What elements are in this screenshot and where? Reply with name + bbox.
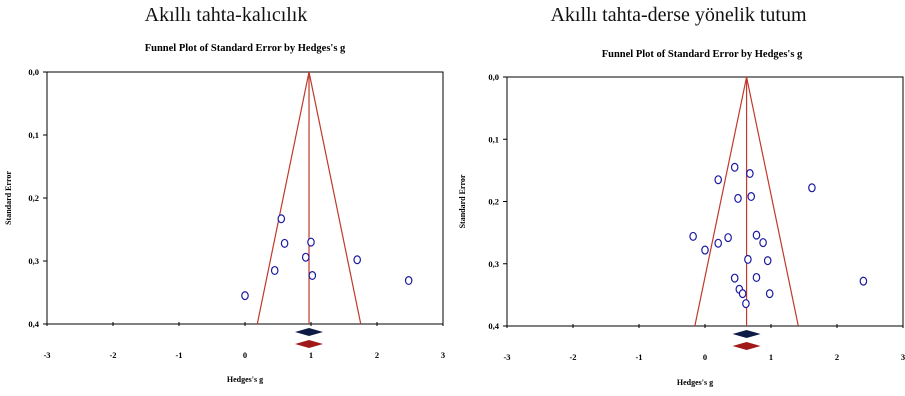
funnel-plot-chart-left: Funnel Plot of Standard Error by Hedges'…	[4, 43, 445, 384]
y-tick-label: 0,1	[488, 134, 499, 144]
imputed-summary-diamond	[732, 342, 761, 350]
x-tick-label: -3	[43, 350, 50, 360]
study-point	[763, 256, 772, 266]
x-tick-label: 0	[703, 352, 707, 362]
y-tick-label: 0,4	[28, 319, 39, 329]
y-axis-label: Standard Error	[458, 174, 467, 228]
study-point	[270, 265, 279, 275]
study-point	[752, 272, 761, 282]
study-point	[714, 175, 723, 185]
observed-summary-diamond	[732, 330, 761, 338]
observed-summary-diamond	[295, 328, 324, 336]
y-tick-label: 0,2	[488, 197, 499, 207]
x-axis-label: Hedges's g	[227, 375, 263, 384]
study-point	[308, 270, 317, 280]
study-point	[353, 255, 362, 265]
study-point	[759, 238, 767, 248]
study-point	[734, 193, 742, 203]
x-axis-label: Hedges's g	[677, 378, 713, 387]
funnel-plot-chart-right: Funnel Plot of Standard Error by Hedges'…	[458, 49, 905, 387]
y-axis-label: Standard Error	[4, 171, 13, 225]
x-tick-label: 2	[835, 352, 839, 362]
y-tick-label: 0,0	[28, 67, 39, 77]
study-point	[307, 237, 315, 247]
x-tick-label: 1	[309, 350, 313, 360]
study-point	[859, 276, 868, 286]
panel-caption: Akıllı tahta-kalıcılık	[144, 4, 308, 26]
study-point	[746, 168, 754, 178]
imputed-summary-diamond	[295, 340, 324, 348]
plot-frame	[46, 71, 444, 325]
y-tick-label: 0,1	[28, 130, 39, 140]
y-tick-label: 0,3	[28, 256, 39, 266]
x-tick-label: -2	[109, 350, 116, 360]
y-tick-label: 0,4	[488, 321, 499, 331]
study-point	[241, 291, 249, 301]
study-point	[747, 192, 756, 202]
study-point	[689, 231, 697, 241]
y-tick-label: 0,3	[488, 259, 499, 269]
study-point	[277, 214, 286, 224]
study-point	[752, 230, 761, 240]
chart-title: Funnel Plot of Standard Error by Hedges'…	[145, 43, 346, 54]
x-tick-label: 1	[769, 352, 773, 362]
x-tick-label: -1	[175, 350, 182, 360]
x-tick-label: 2	[375, 350, 379, 360]
panel-caption: Akıllı tahta-derse yönelik tutum	[550, 4, 807, 26]
x-tick-label: -2	[569, 352, 576, 362]
y-tick-label: 0,0	[488, 72, 499, 82]
study-point	[738, 289, 747, 299]
plot-frame	[506, 76, 904, 327]
study-point	[701, 245, 709, 255]
study-point	[714, 238, 723, 248]
study-point	[808, 183, 816, 193]
study-point	[730, 273, 739, 283]
study-point	[724, 233, 732, 243]
x-tick-label: -1	[635, 352, 642, 362]
study-point	[301, 252, 310, 262]
study-point	[280, 238, 289, 248]
x-tick-label: 0	[243, 350, 247, 360]
study-point	[742, 299, 750, 309]
chart-title: Funnel Plot of Standard Error by Hedges'…	[602, 49, 803, 60]
x-tick-label: 3	[441, 350, 445, 360]
funnel-plot-panel-left: Akıllı tahta-kalıcılık Funnel Plot of St…	[0, 0, 452, 396]
study-point	[730, 162, 739, 172]
study-point	[744, 254, 752, 264]
y-tick-label: 0,2	[28, 193, 39, 203]
x-tick-label: -3	[503, 352, 510, 362]
x-tick-label: 3	[901, 352, 905, 362]
study-point	[765, 289, 774, 299]
funnel-plot-panel-right: Akıllı tahta-derse yönelik tutum Funnel …	[452, 0, 905, 396]
study-point	[404, 276, 413, 286]
